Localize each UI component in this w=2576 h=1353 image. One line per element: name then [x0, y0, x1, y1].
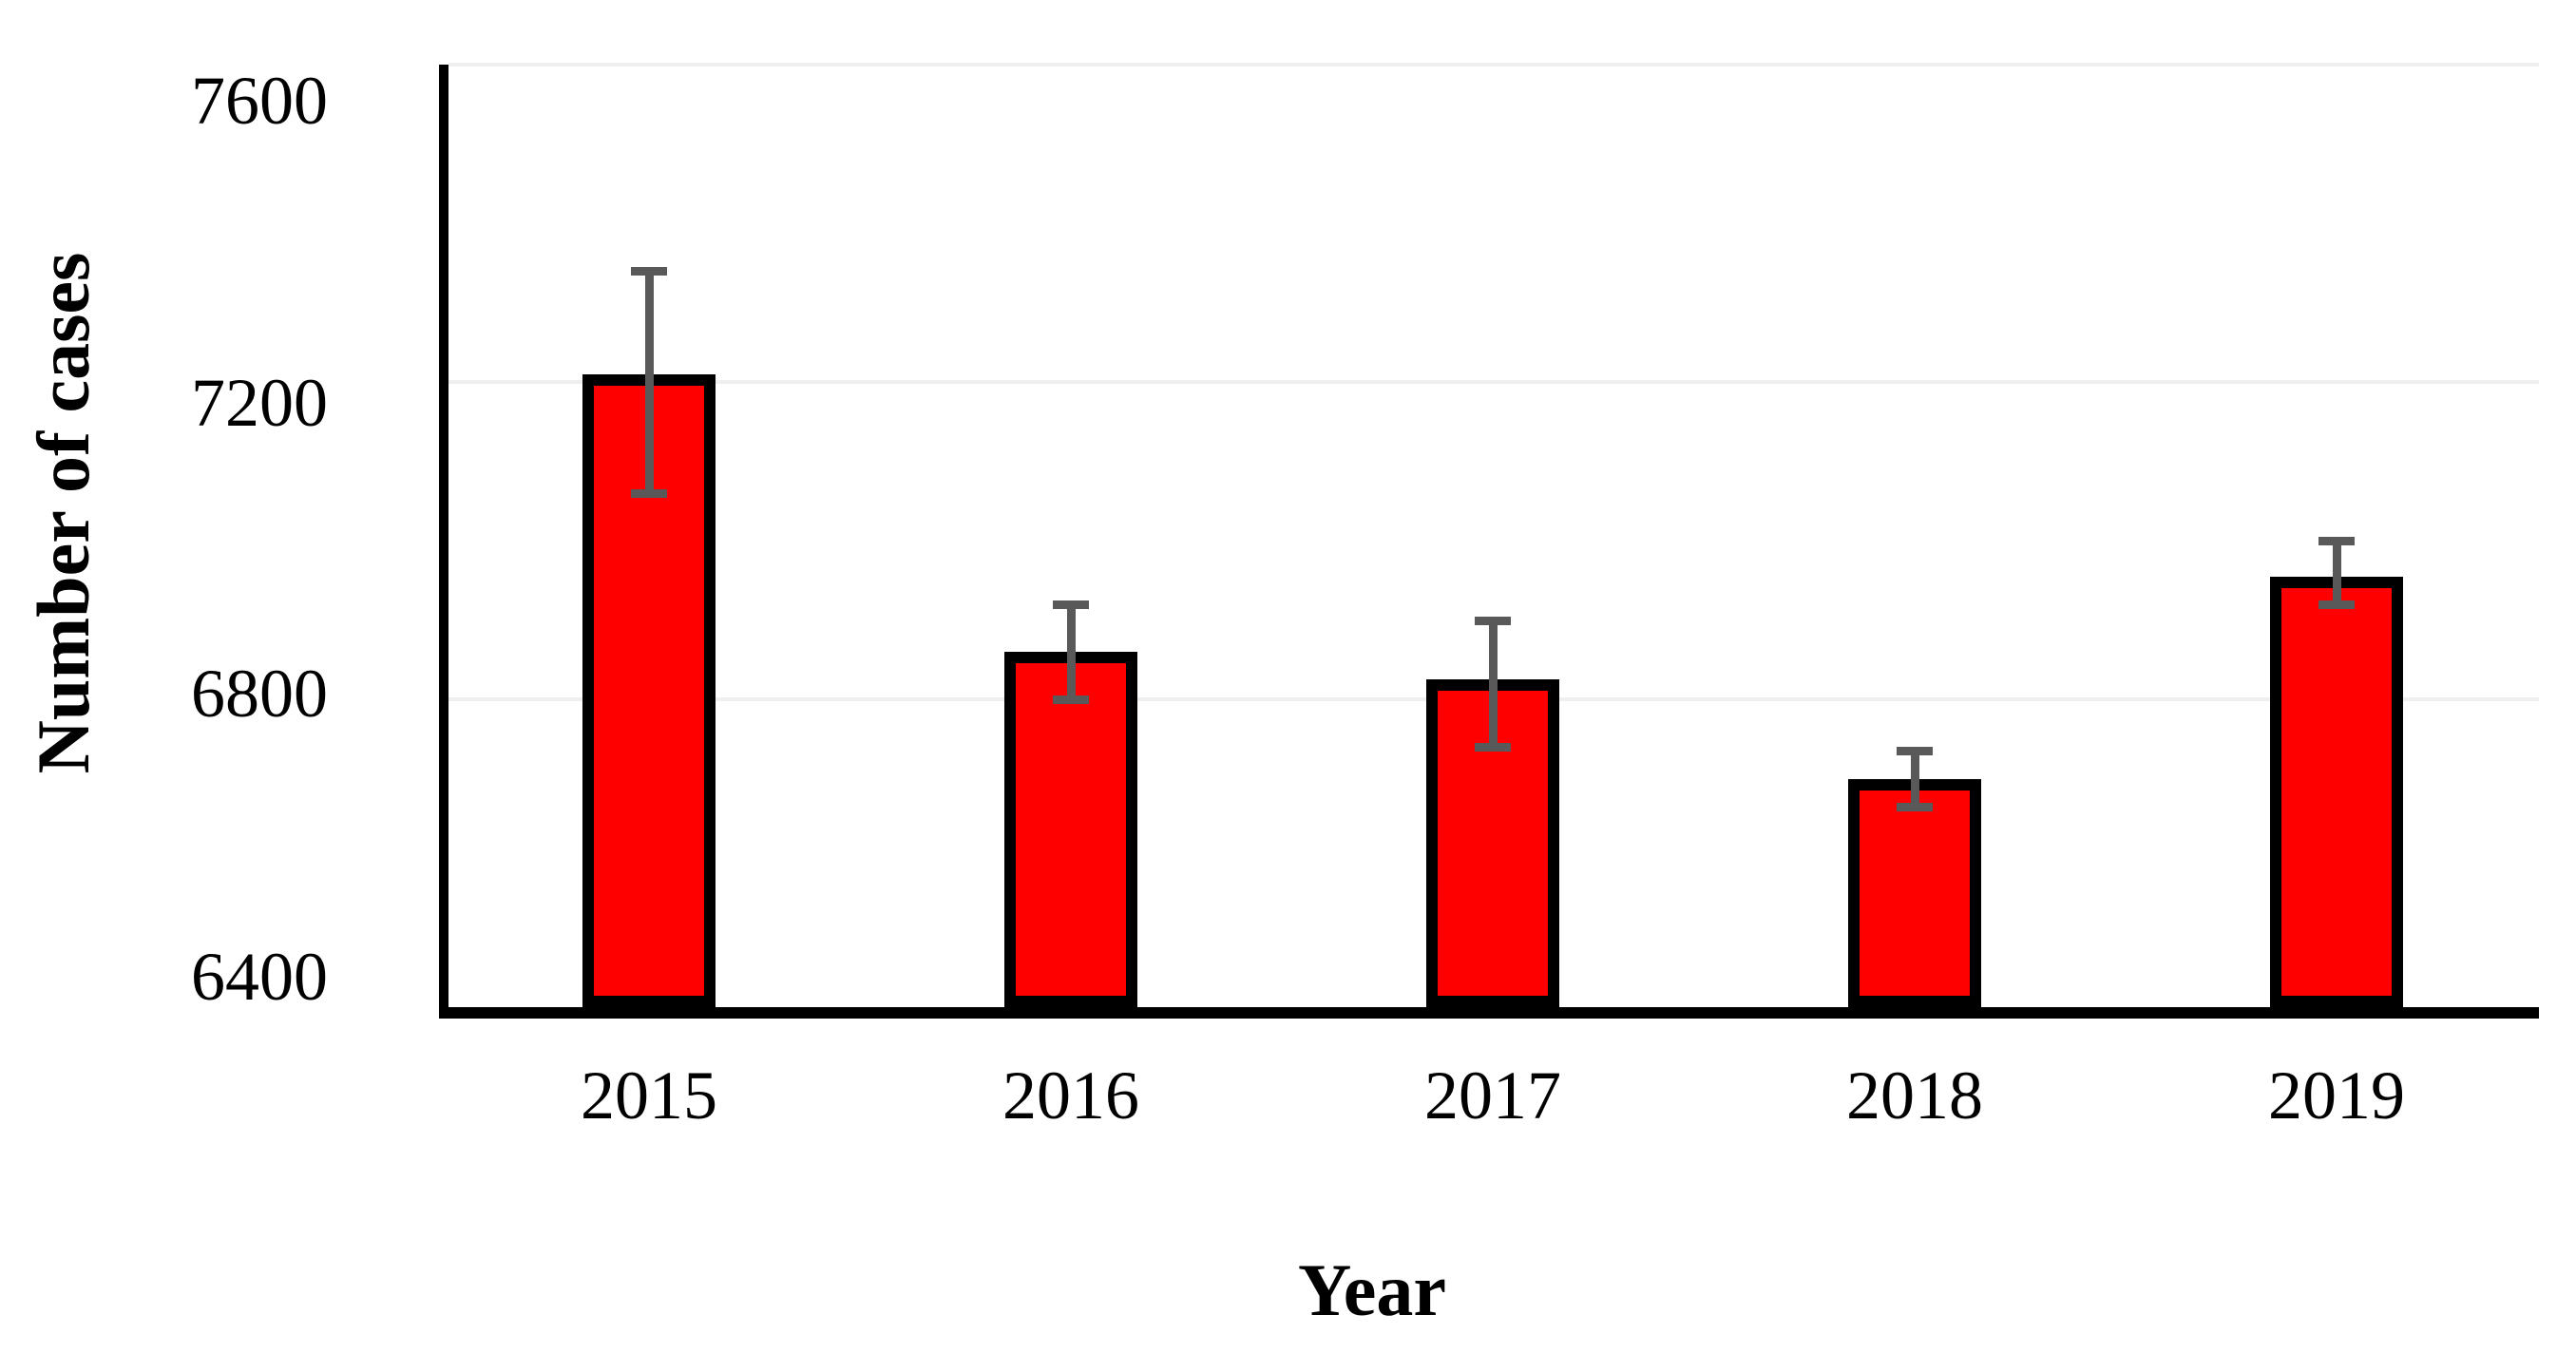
- error-bar-line-2019: [2333, 541, 2341, 604]
- error-bar-cap-bottom-2017: [1475, 743, 1511, 753]
- error-bar-line-2016: [1067, 603, 1076, 699]
- error-bar-cap-top-2018: [1897, 747, 1933, 756]
- error-bar-cap-top-2019: [2318, 537, 2355, 545]
- x-tick-label-2016: 2016: [1002, 1058, 1139, 1134]
- gridline-7200: [448, 380, 2539, 384]
- bar-2019: [2270, 576, 2403, 1007]
- error-bar-cap-bottom-2015: [631, 488, 667, 498]
- error-bar-cap-top-2016: [1053, 600, 1089, 609]
- y-tick-label-7600: 7600: [191, 63, 328, 139]
- y-tick-label-6400: 6400: [191, 939, 328, 1015]
- x-tick-label-2017: 2017: [1424, 1058, 1561, 1134]
- error-bar-line-2015: [645, 271, 654, 493]
- x-tick-label-2015: 2015: [581, 1058, 717, 1134]
- error-bar-cap-top-2015: [631, 267, 667, 276]
- gridline-7600: [448, 63, 2539, 67]
- y-tick-label-7200: 7200: [191, 365, 328, 441]
- y-tick-label-6800: 6800: [191, 656, 328, 732]
- x-tick-label-2018: 2018: [1846, 1058, 1983, 1134]
- x-tick-label-2019: 2019: [2268, 1058, 2405, 1134]
- y-axis-line: [439, 65, 448, 1019]
- error-bar-line-2017: [1489, 619, 1498, 748]
- error-bar-line-2018: [1911, 751, 1919, 807]
- error-bar-cap-top-2017: [1475, 616, 1511, 625]
- x-axis-line: [439, 1007, 2539, 1019]
- error-bar-cap-bottom-2018: [1897, 802, 1933, 811]
- bar-2015: [582, 373, 716, 1007]
- x-axis-title: Year: [1298, 1248, 1446, 1331]
- plot-area: [439, 63, 2539, 1019]
- error-bar-cap-bottom-2016: [1053, 696, 1089, 704]
- bar-2018: [1848, 778, 1981, 1007]
- error-bar-cap-bottom-2019: [2318, 600, 2355, 609]
- bar-2016: [1004, 651, 1137, 1007]
